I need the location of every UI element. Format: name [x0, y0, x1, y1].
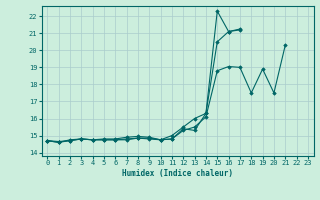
X-axis label: Humidex (Indice chaleur): Humidex (Indice chaleur)	[122, 169, 233, 178]
